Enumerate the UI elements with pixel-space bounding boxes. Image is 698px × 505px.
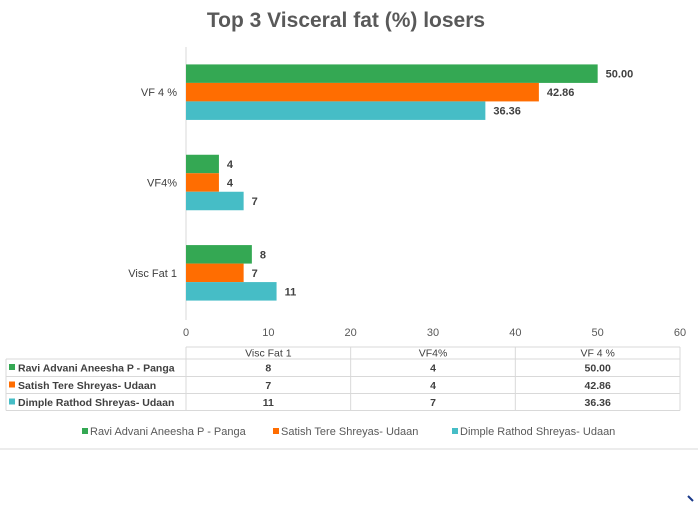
x-tick-label: 20 (345, 327, 357, 339)
x-tick-label: 40 (509, 327, 521, 339)
legend-swatch-icon (452, 428, 458, 434)
table-header: VF 4 % (580, 348, 614, 360)
bar (186, 64, 598, 83)
x-tick-label: 60 (674, 327, 686, 339)
table-row-label: Dimple Rathod Shreyas- Udaan (18, 397, 174, 409)
category-label: VF 4 % (141, 87, 177, 99)
bar (186, 245, 252, 264)
bar (186, 282, 277, 301)
bar (186, 154, 219, 174)
table-cell: 42.86 (585, 380, 611, 392)
bar (186, 101, 486, 120)
legend-key-icon (9, 381, 15, 388)
data-label: 42.86 (547, 87, 575, 99)
data-label: 8 (260, 249, 266, 261)
table-cell: 8 (265, 363, 271, 375)
chart-title: Top 3 Visceral fat (%) losers (207, 9, 485, 32)
data-label: 4 (227, 178, 234, 190)
legend-item: Dimple Rathod Shreyas- Udaan (460, 426, 615, 438)
bar (186, 263, 244, 283)
category-label: VF4% (147, 178, 177, 190)
bar (186, 191, 244, 211)
table-cell: 36.36 (585, 397, 611, 409)
data-label: 36.36 (493, 106, 521, 118)
legend-item: Ravi Advani Aneesha P - Panga (90, 426, 247, 438)
data-label: 50.00 (606, 69, 634, 81)
bar (186, 82, 539, 102)
table-header: VF4% (419, 348, 448, 360)
data-label: 7 (252, 268, 258, 280)
data-label: 4 (227, 159, 234, 171)
table-cell: 4 (430, 363, 436, 375)
corner-mark-icon (687, 495, 694, 502)
table-cell: 50.00 (585, 363, 611, 375)
legend-swatch-icon (273, 428, 279, 434)
table-row-label: Ravi Advani Aneesha P - Panga (18, 363, 175, 375)
legend-key-icon (9, 364, 15, 370)
x-tick-label: 50 (592, 327, 604, 339)
table-cell: 11 (263, 397, 274, 409)
table-header: Visc Fat 1 (245, 348, 292, 360)
data-label: 11 (285, 286, 297, 298)
table-row-label: Satish Tere Shreyas- Udaan (18, 380, 156, 392)
x-tick-label: 0 (183, 327, 189, 339)
data-label: 7 (252, 196, 258, 208)
bar (186, 173, 219, 192)
table-cell: 7 (265, 380, 271, 392)
legend-swatch-icon (82, 428, 88, 434)
table-cell: 4 (430, 380, 436, 392)
legend-item: Satish Tere Shreyas- Udaan (281, 426, 418, 438)
legend-key-icon (9, 398, 15, 405)
table-cell: 7 (430, 397, 436, 409)
category-label: Visc Fat 1 (128, 268, 177, 280)
x-tick-label: 10 (262, 327, 274, 339)
x-tick-label: 30 (427, 327, 439, 339)
